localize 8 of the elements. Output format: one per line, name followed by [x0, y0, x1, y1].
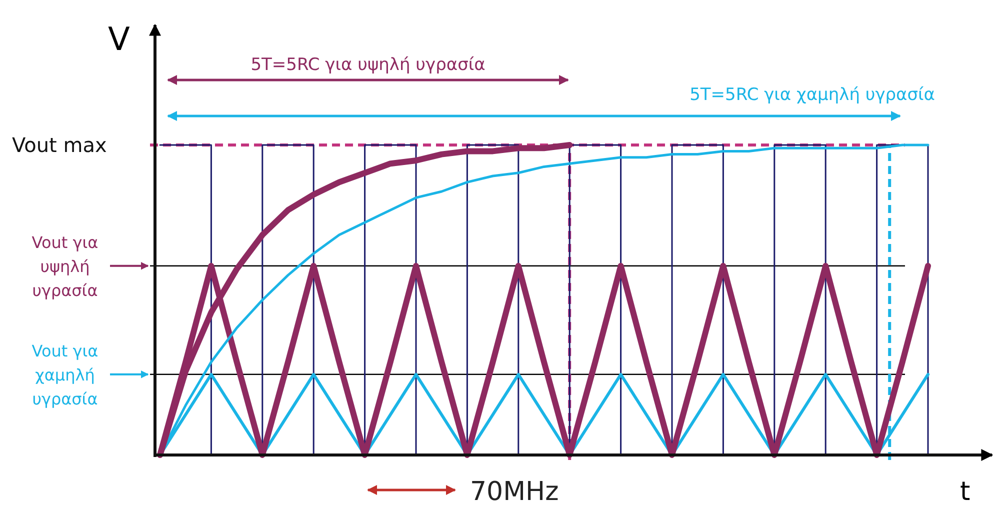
text: 5T=5RC για χαμηλή υγρασία — [690, 85, 935, 105]
y-axis-title: V — [108, 20, 130, 58]
x-axis-title: t — [960, 477, 970, 507]
text: 5T=5RC για υψηλή υγρασία — [250, 55, 486, 75]
ref-line-label: Vout για χαμηλή υγρασία — [32, 341, 98, 408]
ref-line-label: Vout για υψηλή υγρασία — [32, 232, 98, 300]
ref-line-label: Vout max — [12, 133, 107, 157]
text: 70MHz — [470, 477, 559, 507]
